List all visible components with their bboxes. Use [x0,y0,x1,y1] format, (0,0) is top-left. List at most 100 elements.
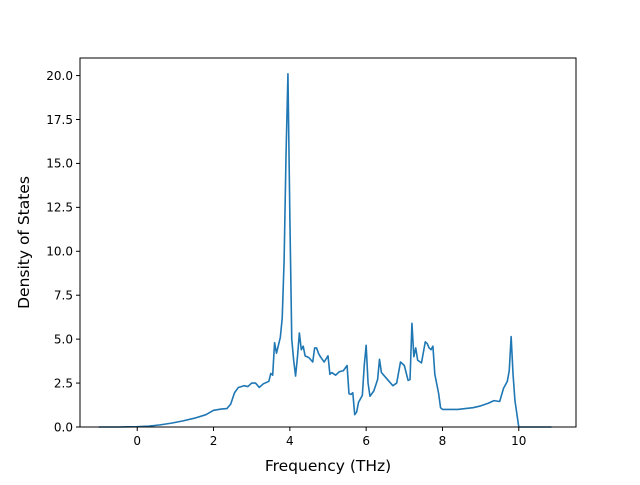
dos-data-point [284,259,285,260]
dos-data-point [247,386,248,387]
y-tick-label: 7.5 [54,289,73,303]
dos-data-point [377,379,378,380]
x-tick-label: 0 [133,434,141,448]
dos-data-point [291,339,292,340]
dos-data-point [400,361,401,362]
dos-data-point [354,414,355,415]
dos-data-point [421,362,422,363]
dos-data-point [438,393,439,394]
dos-data-point [270,373,271,374]
dos-data-point [465,408,466,409]
dos-data-point [346,365,347,366]
x-tick-label: 8 [439,434,447,448]
y-tick-label: 17.5 [46,113,73,127]
dos-data-point [408,380,409,381]
dos-data-point [312,361,313,362]
dos-data-point [440,407,441,408]
dos-data-point [305,355,306,356]
dos-data-point [251,382,252,383]
dos-series-line [98,73,553,428]
dos-data-point [348,393,349,394]
dos-data-point [404,365,405,366]
dos-data-point [301,349,302,350]
dos-data-point [285,154,286,155]
dos-data-point [373,390,374,391]
x-axis-label: Frequency (THz) [265,457,391,475]
dos-data-point [449,409,450,410]
dos-data-point [434,374,435,375]
x-tick-label: 4 [286,434,294,448]
dos-data-point [358,402,359,403]
dos-data-point [320,356,321,357]
dos-data-point [472,407,473,408]
dos-data-point [226,408,227,409]
dos-data-point [425,341,426,342]
dos-data-point [339,371,340,372]
dos-data-point [213,410,214,411]
y-tick-label: 5.0 [54,332,73,346]
dos-data-point [299,332,300,333]
dos-data-point [379,359,380,360]
dos-data-point [182,420,183,421]
dos-data-point [381,372,382,373]
dos-data-point [392,385,393,386]
dos-data-point [314,347,315,348]
dos-data-point [488,403,489,404]
dos-data-point [335,375,336,376]
dos-data-point [430,349,431,350]
dos-data-point [280,337,281,338]
dos-data-point [507,381,508,382]
dos-data-point [243,385,244,386]
y-axis-ticks: 0.0 2.5 5.0 7.5 10.0 12.5 15.0 17.5 20.0 [46,69,80,434]
dos-data-point [171,423,172,424]
dos-data-point [274,342,275,343]
x-tick-label: 2 [210,434,218,448]
dos-data-point [480,405,481,406]
dos-data-point [509,370,510,371]
dos-data-point [366,345,367,346]
dos-data-point [356,411,357,412]
dos-data-point [255,382,256,383]
dos-data-point [303,346,304,347]
dos-data-point [388,381,389,382]
dos-data-point [289,216,290,217]
plot-layer [98,73,553,428]
dos-data-point [308,357,309,358]
dos-data-point [230,404,231,405]
dos-data-point [318,353,319,354]
dos-data-point [411,323,412,324]
dos-data-point [343,370,344,371]
y-tick-label: 0.0 [54,420,73,434]
dos-data-point [297,356,298,357]
dos-data-point [259,387,260,388]
dos-data-point [385,376,386,377]
dos-data-point [316,347,317,348]
dos-data-point [457,409,458,410]
dos-data-point [362,395,363,396]
dos-data-point [276,353,277,354]
dos-data-point [367,382,368,383]
dos-data-point [514,400,515,401]
dos-data-point [221,408,222,409]
dos-data-point [327,355,328,356]
dos-data-point [369,396,370,397]
dos-data-point [295,375,296,376]
dos-data-point [429,347,430,348]
dos-data-point [442,409,443,410]
dos-data-point [234,392,235,393]
dos-data-point [352,392,353,393]
x-axis-ticks: 0 2 4 6 8 10 [133,427,526,448]
dos-data-point [282,317,283,318]
dos-data-point [511,336,512,337]
x-tick-label: 6 [362,434,370,448]
y-tick-label: 15.0 [46,157,73,171]
dos-data-point [205,414,206,415]
dos-data-point [293,360,294,361]
dos-data-point [364,365,365,366]
dos-data-point [432,346,433,347]
dos-data-point [350,394,351,395]
dos-data-point [499,401,500,402]
